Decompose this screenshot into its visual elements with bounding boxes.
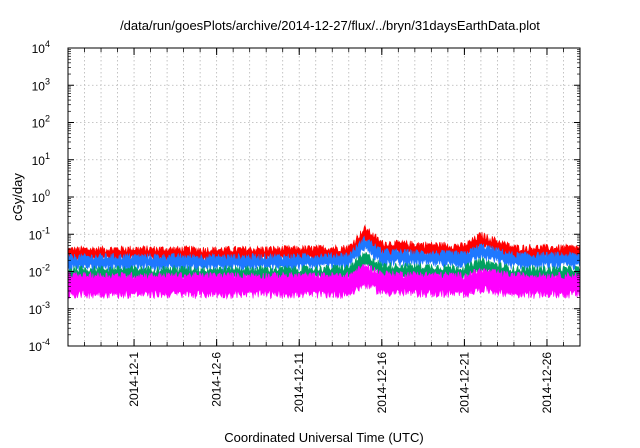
y-tick-label: 10-1 <box>29 225 50 242</box>
y-tick-label: 104 <box>32 39 50 56</box>
x-tick-label: 2014-12-21 <box>457 352 471 414</box>
x-tick-label: 2014-12-1 <box>127 352 141 407</box>
x-tick-label: 2014-12-11 <box>292 352 306 413</box>
x-axis-label: Coordinated Universal Time (UTC) <box>224 430 423 445</box>
data-layer <box>67 224 581 300</box>
y-tick-label: 101 <box>32 151 50 168</box>
y-tick-label: 10-3 <box>29 300 50 317</box>
x-tick-label: 2014-12-6 <box>210 352 224 407</box>
y-tick-label: 10-4 <box>29 337 50 354</box>
x-tick-label: 2014-12-26 <box>540 352 554 414</box>
y-tick-label: 10-2 <box>29 263 50 280</box>
x-axis: 2014-12-1 2014-12-6 2014-12-11 2014-12-16 20… <box>84 48 564 414</box>
y-tick-label: 103 <box>32 76 50 93</box>
y-tick-label: 102 <box>32 114 50 131</box>
grid <box>68 48 580 346</box>
x-tick-label: 2014-12-16 <box>375 352 389 414</box>
chart-title: /data/run/goesPlots/archive/2014-12-27/f… <box>120 18 540 33</box>
y-axis: 10-4 10-3 10-2 10-1 100 101 102 103 104 <box>29 39 580 354</box>
y-axis-label: cGy/day <box>10 173 25 221</box>
y-tick-label: 100 <box>32 188 50 205</box>
